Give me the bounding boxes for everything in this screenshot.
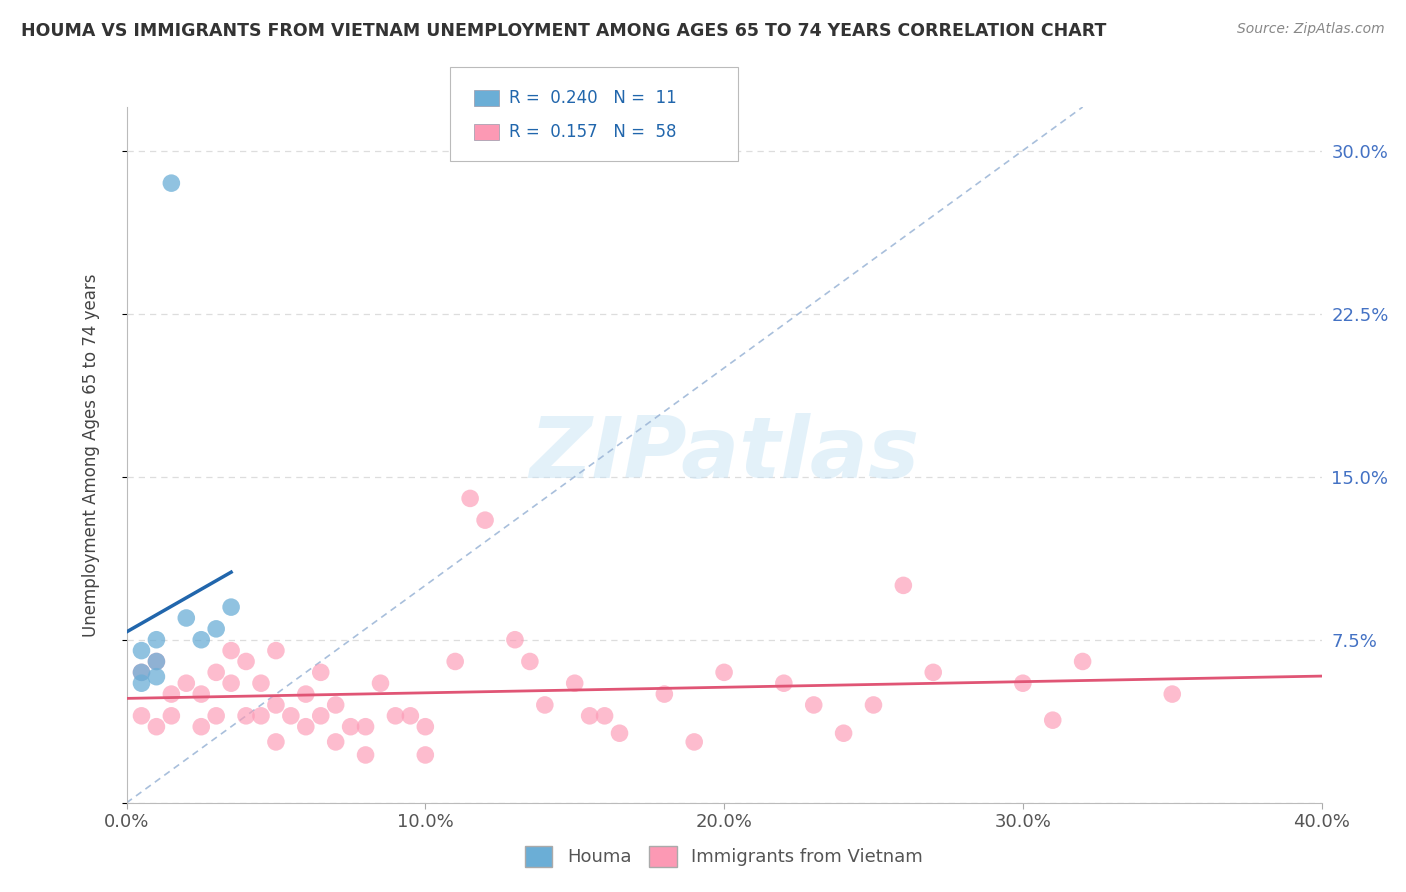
Point: [832, 726, 855, 740]
Point: [354, 720, 377, 734]
Point: [474, 513, 496, 527]
Point: [922, 665, 945, 680]
Point: [174, 611, 197, 625]
Point: [131, 665, 153, 680]
Point: [190, 632, 212, 647]
Y-axis label: Unemployment Among Ages 65 to 74 years: Unemployment Among Ages 65 to 74 years: [82, 273, 100, 637]
Point: [309, 665, 332, 680]
Point: [325, 698, 347, 712]
Point: [1161, 687, 1184, 701]
Point: [160, 176, 183, 190]
Point: [652, 687, 675, 701]
Point: [609, 726, 631, 740]
Text: HOUMA VS IMMIGRANTS FROM VIETNAM UNEMPLOYMENT AMONG AGES 65 TO 74 YEARS CORRELAT: HOUMA VS IMMIGRANTS FROM VIETNAM UNEMPLO…: [21, 22, 1107, 40]
Point: [339, 720, 361, 734]
Point: [294, 687, 316, 701]
Point: [593, 708, 616, 723]
Point: [534, 698, 557, 712]
Point: [145, 720, 167, 734]
Point: [250, 708, 273, 723]
Point: [145, 655, 167, 669]
Point: [503, 632, 526, 647]
Point: [458, 491, 481, 506]
Point: [773, 676, 796, 690]
Point: [235, 708, 257, 723]
Point: [174, 676, 197, 690]
Point: [893, 578, 915, 592]
Point: [219, 676, 242, 690]
Point: [219, 600, 242, 615]
Point: [264, 698, 287, 712]
Point: [415, 720, 437, 734]
Text: ZIPatlas: ZIPatlas: [529, 413, 920, 497]
Point: [131, 665, 153, 680]
Point: [145, 670, 167, 684]
Text: R =  0.240   N =  11: R = 0.240 N = 11: [509, 89, 676, 107]
Point: [803, 698, 825, 712]
Text: Source: ZipAtlas.com: Source: ZipAtlas.com: [1237, 22, 1385, 37]
Point: [205, 665, 228, 680]
Point: [1071, 655, 1094, 669]
Point: [250, 676, 273, 690]
Point: [444, 655, 467, 669]
Point: [190, 687, 212, 701]
Point: [264, 643, 287, 657]
Point: [713, 665, 735, 680]
Point: [1011, 676, 1033, 690]
Point: [160, 687, 183, 701]
Point: [683, 735, 706, 749]
Point: [131, 708, 153, 723]
Point: [160, 708, 183, 723]
Point: [205, 622, 228, 636]
Point: [325, 735, 347, 749]
Point: [415, 747, 437, 762]
Point: [205, 708, 228, 723]
Point: [264, 735, 287, 749]
Point: [145, 632, 167, 647]
Legend: Houma, Immigrants from Vietnam: Houma, Immigrants from Vietnam: [519, 838, 929, 874]
Point: [564, 676, 586, 690]
Point: [1042, 713, 1064, 727]
Point: [862, 698, 884, 712]
Point: [354, 747, 377, 762]
Point: [131, 643, 153, 657]
Point: [190, 720, 212, 734]
Text: R =  0.157   N =  58: R = 0.157 N = 58: [509, 123, 676, 141]
Point: [399, 708, 422, 723]
Point: [294, 720, 316, 734]
Point: [370, 676, 392, 690]
Point: [384, 708, 406, 723]
Point: [309, 708, 332, 723]
Point: [578, 708, 600, 723]
Point: [145, 655, 167, 669]
Point: [235, 655, 257, 669]
Point: [280, 708, 302, 723]
Point: [219, 643, 242, 657]
Point: [519, 655, 541, 669]
Point: [131, 676, 153, 690]
